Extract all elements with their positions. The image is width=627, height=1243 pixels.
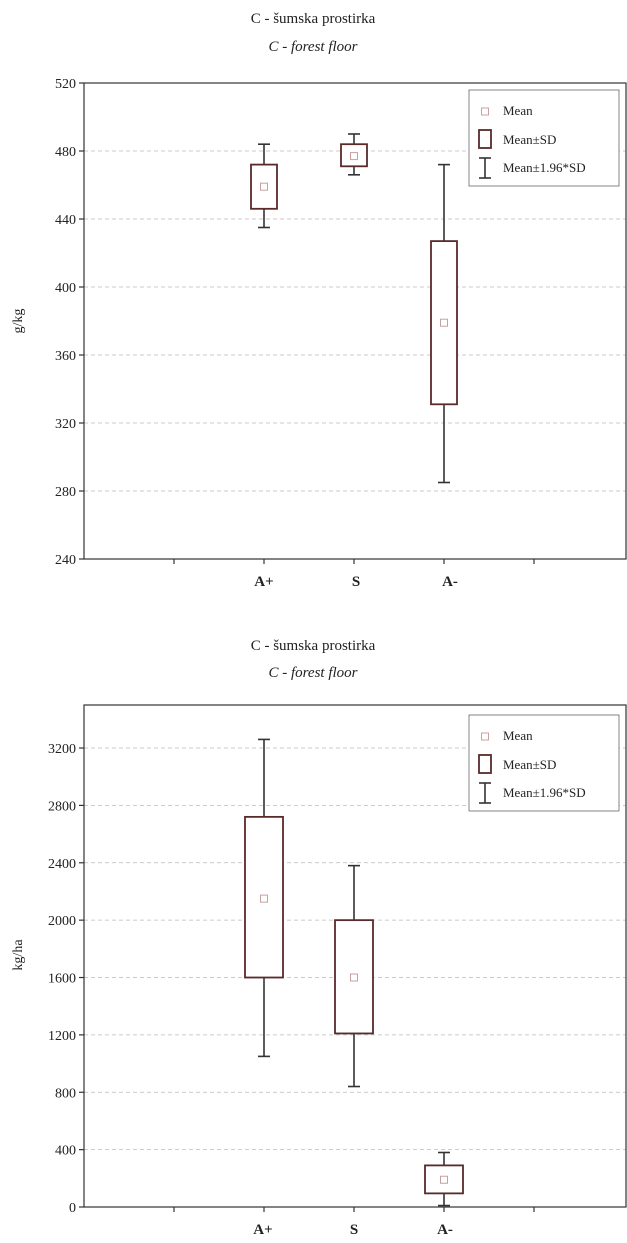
legend-label-mean: Mean xyxy=(503,103,533,118)
plot-area-frame xyxy=(83,704,627,1208)
legend-label-ci: Mean±1.96*SD xyxy=(503,160,586,175)
y-tick-label: 400 xyxy=(55,1144,76,1159)
plot-area-frame xyxy=(83,82,627,560)
legend-sd-box xyxy=(478,129,492,149)
legend-mean-marker xyxy=(481,107,489,116)
y-tick-label: 280 xyxy=(55,485,76,500)
legend-label-ci: Mean±1.96*SD xyxy=(503,785,586,800)
mean-marker xyxy=(350,152,358,161)
legend-label-mean: Mean xyxy=(503,728,533,743)
y-tick-label: 2000 xyxy=(48,914,76,929)
y-tick-label: 520 xyxy=(55,77,76,92)
y-axis-label: g/kg xyxy=(11,309,26,334)
category-label: A+ xyxy=(253,1222,272,1238)
y-tick-label: 3200 xyxy=(48,742,76,757)
box-A+ xyxy=(250,143,278,229)
box-A- xyxy=(430,163,458,484)
legend-label-sd: Mean±SD xyxy=(503,757,556,772)
mean-marker xyxy=(260,182,268,191)
y-axis-label: kg/ha xyxy=(11,939,26,971)
legend-mean-marker xyxy=(481,732,489,741)
chart-title: C - šumska prostirka xyxy=(251,638,376,654)
mean-marker xyxy=(260,894,268,903)
chart-subtitle: C - forest floor xyxy=(268,665,357,681)
chart-subtitle: C - forest floor xyxy=(268,39,357,55)
chart-title: C - šumska prostirka xyxy=(251,11,376,27)
category-label: A- xyxy=(437,1222,453,1238)
y-tick-label: 1600 xyxy=(48,972,76,987)
y-tick-label: 360 xyxy=(55,349,76,364)
category-label: A+ xyxy=(254,574,273,590)
y-tick-label: 240 xyxy=(55,553,76,568)
mean-marker xyxy=(350,973,358,982)
y-tick-label: 0 xyxy=(69,1201,76,1216)
box-A+ xyxy=(244,738,284,1058)
y-tick-label: 320 xyxy=(55,417,76,432)
chart-panel-2: C - šumska prostirka C - forest floor 0 400… xyxy=(11,638,627,1238)
category-label: S xyxy=(352,574,360,590)
y-tick-label: 1200 xyxy=(48,1029,76,1044)
legend-frame xyxy=(468,714,620,812)
box-S xyxy=(340,133,368,176)
y-tick-label: 800 xyxy=(55,1086,76,1101)
y-tick-label: 2800 xyxy=(48,799,76,814)
mean-marker xyxy=(440,1175,448,1184)
category-label: S xyxy=(350,1222,358,1238)
legend-frame xyxy=(468,89,620,187)
chart-panel-1: C - šumska prostirka C - forest floor 240 2… xyxy=(11,11,627,590)
legend: Mean Mean±SD Mean±1.96*SD xyxy=(468,714,620,812)
box-S xyxy=(334,864,374,1088)
y-tick-label: 480 xyxy=(55,145,76,160)
y-tick-label: 400 xyxy=(55,281,76,296)
box-A- xyxy=(424,1151,464,1207)
mean-marker xyxy=(440,318,448,327)
y-tick-label: 2400 xyxy=(48,857,76,872)
legend: Mean Mean±SD Mean±1.96*SD xyxy=(468,89,620,187)
legend-label-sd: Mean±SD xyxy=(503,132,556,147)
category-label: A- xyxy=(442,574,458,590)
y-tick-label: 440 xyxy=(55,213,76,228)
legend-sd-box xyxy=(478,754,492,774)
